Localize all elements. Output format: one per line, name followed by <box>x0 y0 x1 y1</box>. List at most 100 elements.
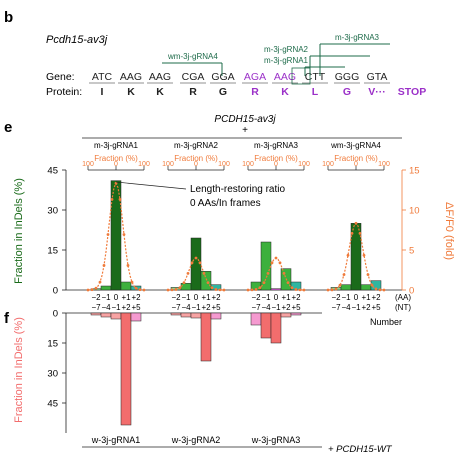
aa-tick: +2 <box>131 293 141 302</box>
bar <box>170 312 182 316</box>
f-tick-label: 45 <box>47 399 58 410</box>
panel-e-right-axis: 0 5 10 15 <box>401 166 420 297</box>
f-tick-label: 0 <box>53 309 58 320</box>
bar <box>260 312 272 339</box>
aa-tick: −1 <box>101 293 111 302</box>
gene-label: Gene: <box>46 71 75 83</box>
fraction-axis-label: Fraction (%) <box>174 154 218 163</box>
aa-tick: 0 <box>274 293 279 302</box>
bar <box>110 312 122 320</box>
nt-tick: −1 <box>271 303 281 312</box>
aminoacid: R <box>251 86 259 98</box>
column-label: w-3j-gRNA1 <box>91 435 141 445</box>
fraction-tick-label: 0 <box>194 161 198 168</box>
right-tick-label: 15 <box>409 166 420 177</box>
aa-tick: −1 <box>341 293 351 302</box>
nt-tick: −4 <box>181 303 191 312</box>
bar <box>340 284 352 291</box>
panel-e-ylabel-right: ΔF/F0 (fold) <box>443 202 455 260</box>
bar <box>180 312 192 318</box>
bar <box>250 312 262 326</box>
codon: CGA <box>182 71 205 83</box>
guide-label: m-3j-gRNA3 <box>335 33 380 42</box>
nt-tick: +5 <box>211 303 221 312</box>
left-tick-label: 15 <box>47 246 58 257</box>
aa-tick: −2 <box>171 293 181 302</box>
aminoacid: L <box>312 86 319 98</box>
fraction-tick-label: 100 <box>298 161 310 168</box>
nt-tick: −7 <box>171 303 181 312</box>
nt-tick: −4 <box>261 303 271 312</box>
aa-unit: (AA) <box>395 293 411 302</box>
panel-f-ylabel: Fraction in InDels (%) <box>13 317 25 423</box>
aa-tick: 0 <box>114 293 119 302</box>
fraction-tick-label: 100 <box>242 161 254 168</box>
nt-tick: −1 <box>351 303 361 312</box>
bar <box>100 285 112 291</box>
fraction-tick-label: 100 <box>138 161 150 168</box>
left-tick-label: 0 <box>53 286 58 297</box>
aminoacid-row: I K K R G R K L G V··· STOP <box>101 86 427 98</box>
fraction-tick-label: 0 <box>274 161 278 168</box>
codon: AAG <box>149 71 171 83</box>
fraction-curve <box>87 181 145 291</box>
codon: GGA <box>211 71 234 83</box>
aa-tick: 0 <box>194 293 199 302</box>
bar <box>200 271 212 291</box>
aa-tick: −2 <box>331 293 341 302</box>
panel-b-label: b <box>4 9 13 26</box>
fraction-axis-label: Fraction (%) <box>94 154 138 163</box>
panel-f-bars <box>90 312 302 426</box>
codon: GGG <box>335 71 360 83</box>
right-tick-label: 0 <box>409 286 414 297</box>
fraction-tick-label: 0 <box>114 161 118 168</box>
codon: ATC <box>92 71 113 83</box>
fraction-tick-label: 100 <box>82 161 94 168</box>
column-header: m-3j-gRNA3 <box>254 141 299 150</box>
fraction-curve <box>168 257 224 291</box>
curve-point <box>222 288 226 292</box>
aa-tick: +2 <box>371 293 381 302</box>
nt-tick: −7 <box>331 303 341 312</box>
nt-tick: −7 <box>251 303 261 312</box>
nt-tick: +5 <box>371 303 381 312</box>
fraction-tick-label: 100 <box>162 161 174 168</box>
annotation-inframe: 0 AAs/In frames <box>190 198 261 209</box>
fraction-axis-label: Fraction (%) <box>334 154 378 163</box>
bar <box>100 312 112 318</box>
right-tick-label: 10 <box>409 206 420 217</box>
protein-label: Protein: <box>46 86 82 98</box>
number-label: Number <box>370 317 402 327</box>
bar <box>90 312 102 316</box>
aa-tick: +1 <box>201 293 211 302</box>
annotation-leader <box>115 181 187 190</box>
column-header: wm-3j-gRNA4 <box>330 141 381 150</box>
guide-annotations: m-3j-gRNA3 m-3j-gRNA2 m-3j-gRNA1 wm-3j-gRNA… <box>162 33 390 85</box>
aa-tick: −2 <box>251 293 261 302</box>
right-tick-label: 5 <box>409 246 414 257</box>
aa-tick: −2 <box>91 293 101 302</box>
codon-row: ATC AAG AAG CGA GGA AGA AAG CTT GGG GTA <box>89 71 390 84</box>
annotation-ratio: Length-restoring ratio <box>190 184 285 195</box>
f-tick-label: 30 <box>47 369 58 380</box>
column-header: m-3j-gRNA2 <box>174 141 219 150</box>
column-header: m-3j-gRNA1 <box>94 141 139 150</box>
bar <box>360 284 372 291</box>
aminoacid: K <box>127 86 135 98</box>
fraction-tick-label: 0 <box>354 161 358 168</box>
panel-e-title-plus: + <box>242 125 248 136</box>
codon: CTT <box>305 71 326 83</box>
aminoacid: G <box>343 86 351 98</box>
bar <box>120 281 132 291</box>
aa-tick: +2 <box>211 293 221 302</box>
bar <box>290 312 302 316</box>
panel-e-ylabel-left: Fraction in InDels (%) <box>13 178 25 284</box>
panel-e-x-ticks: −2 −1 0 +1 +2−7 −4 −1 +2 +5−2 −1 0 +1 +2−7 −4 −1 +2 +5−2… <box>91 293 381 312</box>
nt-tick: +5 <box>291 303 301 312</box>
aminoacid: I <box>101 86 104 98</box>
bar <box>130 312 142 322</box>
fraction-axis-label: Fraction (%) <box>254 154 298 163</box>
panel-e-title: PCDH15-av3j <box>214 114 276 125</box>
bar <box>120 312 132 426</box>
